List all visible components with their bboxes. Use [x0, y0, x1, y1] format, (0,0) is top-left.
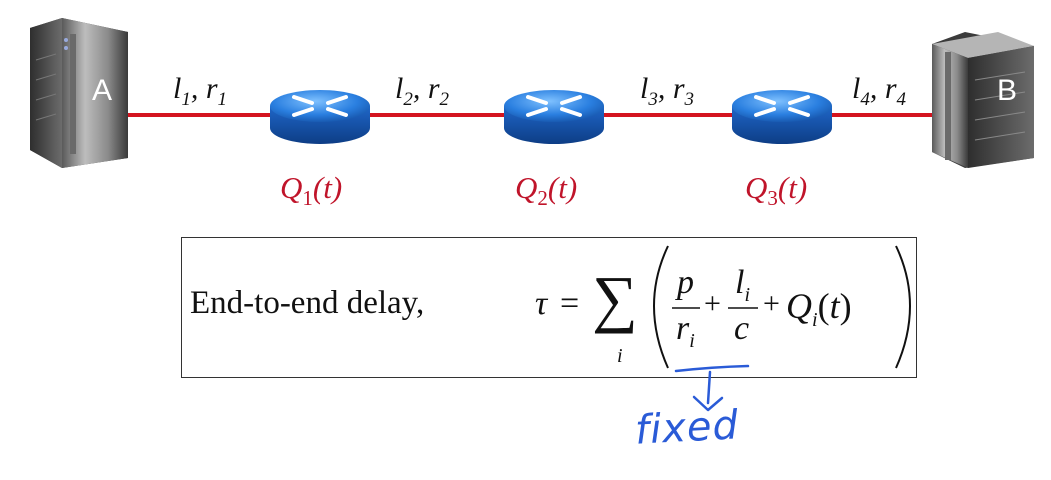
right-paren [895, 245, 911, 369]
frac2-num-sub: i [744, 283, 751, 306]
link-1-r: r [205, 72, 218, 105]
queue-3-label: Q3(t) [745, 170, 807, 211]
link-4-l-sub: 4 [860, 89, 870, 110]
link-2-label: l2, r2 [395, 72, 450, 110]
queue-1-arg: (t) [312, 170, 343, 205]
q-term-letter: Q [786, 286, 812, 326]
queue-3-arg: (t) [777, 170, 808, 205]
server-a-icon [30, 18, 128, 168]
formula-equals: = [560, 285, 580, 322]
q-term-arg: t [829, 286, 840, 326]
host-a-label: A [92, 74, 112, 107]
queue-1-label: Q1(t) [280, 170, 342, 211]
annotation-stem [706, 370, 712, 405]
formula-prefix: End-to-end delay, [190, 285, 425, 321]
annotation-arrowhead [692, 395, 724, 412]
frac2-numerator: li [735, 264, 750, 307]
router-1-icon [270, 90, 370, 144]
link-2-l-sub: 2 [403, 89, 413, 110]
link-1-l-sub: 1 [181, 89, 191, 110]
plus-1: + [704, 287, 721, 320]
server-b-icon [932, 32, 1034, 168]
link-3-r-sub: 3 [684, 89, 695, 110]
router-2-icon [504, 90, 604, 144]
formula-box [181, 237, 917, 378]
link-1-l: l [173, 72, 182, 105]
link-1-r-sub: 1 [217, 89, 228, 110]
formula-sum: ∑ [592, 263, 638, 334]
host-b-label: B [997, 74, 1017, 107]
link-4-r-sub: 4 [896, 89, 907, 110]
frac1-numerator: p [677, 264, 694, 301]
q-close-paren: ) [839, 286, 852, 326]
link-3-r: r [672, 72, 685, 105]
link-3-l: l [640, 72, 649, 105]
link-4-label: l4, r4 [852, 72, 907, 110]
link-2-r-sub: 2 [439, 89, 450, 110]
queue-3-q: Q [745, 170, 768, 205]
queue-1-sub: 1 [302, 186, 313, 211]
frac2-denominator: c [734, 310, 750, 347]
formula-q-term: Qi(t) [786, 285, 852, 332]
link-2-l: l [395, 72, 404, 105]
queue-2-label: Q2(t) [515, 170, 577, 211]
router-3-icon [732, 90, 832, 144]
queue-2-sub: 2 [537, 186, 548, 211]
frac1-denominator: ri [676, 310, 695, 353]
link-4-r: r [884, 72, 897, 105]
left-paren [653, 245, 669, 369]
queue-2-arg: (t) [547, 170, 578, 205]
link-2-r: r [427, 72, 440, 105]
frac1-den-r: r [676, 310, 690, 347]
frac2-num-l: l [735, 264, 745, 301]
link-3-l-sub: 3 [648, 89, 658, 110]
formula-sum-index: i [617, 345, 623, 367]
annotation-underline [674, 364, 750, 373]
link-3-label: l3, r3 [640, 72, 695, 110]
link-4-l: l [852, 72, 861, 105]
plus-2: + [763, 287, 780, 320]
q-open-paren: ( [817, 286, 830, 326]
formula-tau: τ [535, 285, 548, 322]
queue-2-q: Q [515, 170, 538, 205]
queue-1-q: Q [280, 170, 303, 205]
q-term-sub: i [812, 309, 818, 332]
frac1-den-sub: i [689, 329, 695, 352]
link-1-label: l1, r1 [173, 72, 228, 110]
annotation-text: fixed [633, 402, 741, 454]
queue-3-sub: 3 [767, 186, 778, 211]
